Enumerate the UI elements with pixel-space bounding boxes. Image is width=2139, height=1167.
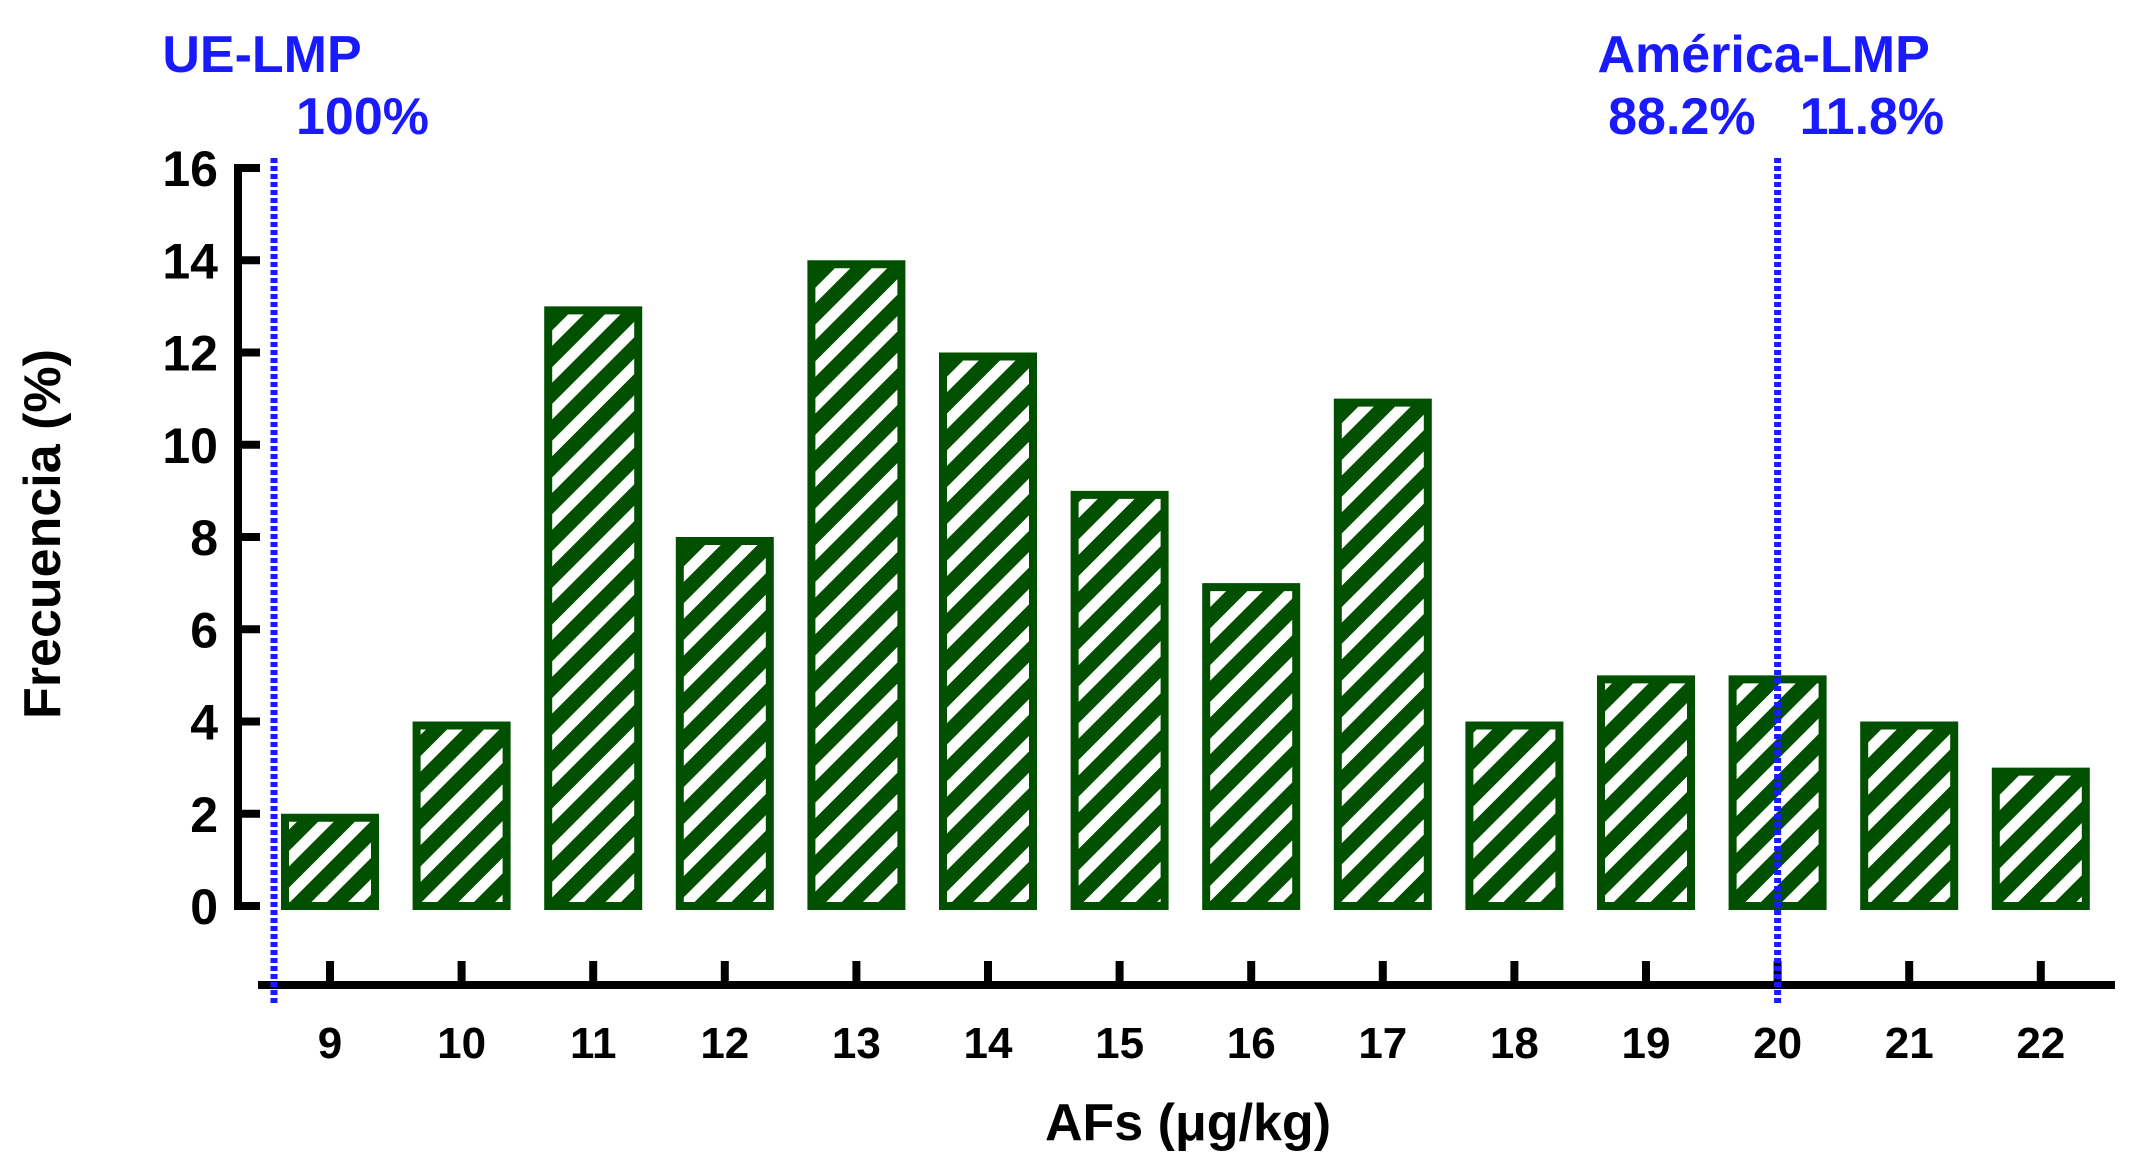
x-tick-label: 10: [437, 1019, 486, 1068]
bar-10: [412, 721, 511, 910]
x-tick-label: 11: [570, 1019, 617, 1068]
bar-12: [675, 537, 774, 910]
y-tick-label: 6: [190, 602, 218, 658]
x-tick-label: 17: [1358, 1019, 1407, 1068]
bar-13: [807, 260, 906, 910]
x-tick-label: 21: [1885, 1019, 1934, 1068]
bar-9: [281, 813, 379, 910]
y-axis-ticks: 0 2 4 6 8 10 12 14 16: [162, 141, 260, 935]
bar-14: [939, 352, 1037, 910]
x-tick-label: 15: [1095, 1019, 1144, 1068]
x-axis-label: AFs (μg/kg): [1045, 1094, 1331, 1152]
y-tick-label: 16: [162, 141, 218, 197]
x-tick-label: 20: [1753, 1019, 1802, 1068]
reference-right-value: 11.8%: [1800, 88, 1945, 146]
reference-right-value: 100%: [296, 88, 429, 146]
x-tick-label: 19: [1622, 1019, 1671, 1068]
y-tick-label: 14: [162, 233, 218, 289]
bar-21: [1860, 721, 1959, 910]
y-tick-label: 2: [190, 787, 218, 843]
bar-22: [1991, 767, 2090, 910]
x-tick-label: 12: [700, 1019, 749, 1068]
reference-left-value: 88.2%: [1608, 88, 1755, 146]
x-tick-label: 16: [1227, 1019, 1276, 1068]
y-tick-label: 10: [162, 418, 218, 474]
bars: [281, 260, 2090, 910]
x-tick-label: 18: [1490, 1019, 1539, 1068]
x-axis-ticks: 9 10 11 12 13 14 15 16 17 18 19 20 21 22: [318, 961, 2065, 1068]
x-tick-label: 14: [964, 1019, 1013, 1068]
y-axis-label: Frecuencia (%): [14, 349, 72, 719]
bar-11: [544, 306, 643, 910]
x-tick-label: 22: [2016, 1019, 2065, 1068]
axes: [234, 164, 2115, 989]
y-tick-label: 12: [162, 326, 218, 382]
reference-label: UE-LMP: [162, 26, 361, 84]
bar-18: [1465, 721, 1564, 910]
y-tick-label: 8: [190, 510, 218, 566]
x-tick-label: 13: [832, 1019, 881, 1068]
y-tick-label: 4: [190, 695, 218, 751]
x-tick-label: 9: [318, 1019, 342, 1068]
bar-16: [1202, 583, 1301, 910]
bar-17: [1333, 398, 1432, 910]
bar-19: [1597, 675, 1695, 910]
reference-label: América-LMP: [1597, 26, 1929, 84]
bar-15: [1070, 490, 1169, 910]
y-tick-label: 0: [190, 879, 218, 935]
